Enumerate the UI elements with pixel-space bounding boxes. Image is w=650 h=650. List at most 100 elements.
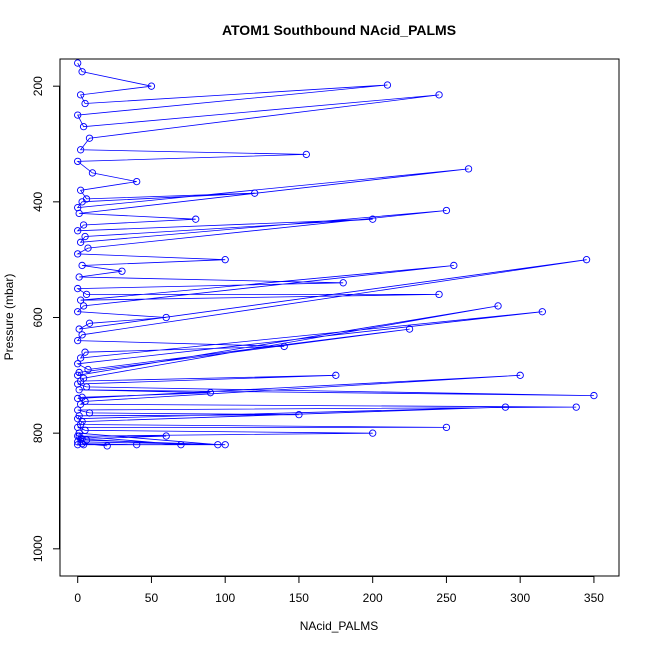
data-point [75, 325, 83, 333]
data-point [78, 68, 86, 76]
data-point [78, 261, 86, 270]
y-tick-label: 800 [31, 423, 45, 443]
data-point [572, 403, 580, 411]
data-point [494, 302, 502, 310]
data-point [464, 165, 473, 173]
data-point [74, 441, 82, 449]
data-point [75, 209, 83, 218]
x-tick-label: 100 [215, 591, 235, 605]
data-point [81, 348, 89, 356]
data-point [221, 256, 229, 264]
data-point [118, 267, 126, 275]
data-point [582, 256, 591, 264]
data-point [76, 354, 85, 362]
y-axis-label: Pressure (mbar) [2, 274, 16, 361]
data-point [78, 439, 86, 448]
data-point [79, 221, 88, 229]
data-point [78, 198, 86, 206]
data-point [82, 383, 91, 391]
plot-frame [59, 58, 620, 577]
data-point [295, 411, 303, 419]
x-tick-label: 50 [145, 591, 159, 605]
y-tick-label: 1000 [31, 535, 45, 562]
x-tick-label: 250 [436, 591, 456, 605]
y-tick-label: 400 [31, 192, 45, 212]
data-point [280, 342, 288, 351]
data-point [76, 91, 85, 99]
data-point [383, 81, 392, 89]
data-point [85, 134, 94, 142]
series-line [76, 62, 594, 447]
data-point [88, 169, 97, 177]
x-axis: 0 50 100 150 200 250 300 350 [74, 576, 604, 605]
y-axis: 200 400 600 800 1000 [31, 76, 60, 562]
data-point [221, 441, 229, 449]
data-point [501, 403, 510, 411]
data-point [369, 215, 377, 223]
data-point [75, 386, 83, 394]
data-point [81, 232, 89, 241]
data-point [76, 400, 85, 408]
data-point [74, 371, 82, 379]
data-point [82, 290, 91, 299]
data-point [251, 189, 259, 197]
x-tick-label: 150 [289, 591, 309, 605]
x-tick-label: 350 [584, 591, 604, 605]
y-tick-label: 600 [31, 307, 45, 327]
data-point [133, 441, 141, 449]
x-tick-label: 0 [74, 591, 81, 605]
data-point [302, 150, 310, 159]
data-point [74, 336, 82, 345]
data-point [450, 261, 458, 270]
data-point [435, 91, 443, 99]
data-point [74, 394, 82, 403]
y-tick-label: 200 [31, 76, 45, 96]
data-point [75, 273, 83, 281]
data-point [76, 186, 85, 194]
data-point [442, 206, 451, 215]
x-axis-label: NAcid_PALMS [300, 619, 378, 633]
x-tick-label: 300 [510, 591, 530, 605]
data-point [206, 389, 215, 397]
data-point [435, 290, 443, 299]
data-point [162, 432, 170, 440]
data-point [76, 238, 85, 246]
data-point [74, 157, 82, 166]
data-point [590, 391, 598, 400]
chart-title: ATOM1 Southbound NAcid_PALMS [222, 22, 456, 38]
data-point [81, 99, 89, 108]
data-point [442, 423, 451, 432]
data-point [79, 123, 88, 131]
data-point [103, 442, 111, 450]
data-point [177, 441, 185, 449]
x-tick-label: 200 [363, 591, 383, 605]
data-point [74, 284, 82, 293]
data-point [78, 331, 86, 339]
data-point [74, 308, 82, 316]
data-point [538, 308, 546, 316]
data-point [85, 409, 94, 417]
data-point [84, 365, 92, 374]
data-point [516, 371, 524, 379]
data-point [74, 111, 82, 119]
data-point [81, 426, 89, 434]
data-point [339, 279, 347, 287]
plot-area [74, 59, 598, 450]
data-point [147, 82, 156, 90]
data-point [74, 250, 82, 258]
data-point [74, 360, 82, 368]
data-point [405, 325, 414, 333]
data-point [85, 319, 94, 327]
data-point [76, 296, 85, 304]
data-point [332, 371, 340, 379]
data-point [74, 59, 82, 67]
data-point [76, 146, 85, 154]
data-point [214, 441, 222, 449]
data-point [75, 429, 83, 437]
data-point [162, 313, 170, 322]
data-point [133, 177, 141, 186]
data-point [79, 302, 88, 310]
data-point [74, 227, 82, 235]
data-point [84, 244, 92, 252]
